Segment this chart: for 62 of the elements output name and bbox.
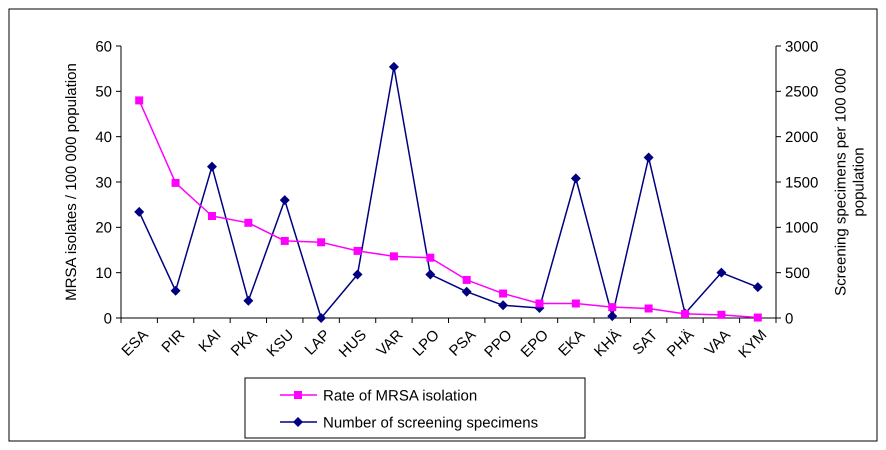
point	[752, 282, 763, 292]
y-tick-label: 60	[95, 38, 112, 56]
point	[425, 269, 436, 280]
point	[499, 290, 508, 298]
point	[644, 304, 653, 312]
point	[206, 162, 217, 172]
x-tick-label: SAT	[629, 326, 662, 358]
x-tick-label: VAA	[701, 326, 734, 359]
point	[570, 173, 581, 184]
y-tick-label: 40	[95, 128, 112, 146]
point	[498, 300, 508, 310]
point	[170, 286, 181, 296]
x-tick-label: PIR	[158, 326, 188, 356]
point	[354, 246, 362, 255]
point	[172, 178, 180, 187]
point	[426, 254, 434, 262]
y2-tick-label: 500	[785, 264, 810, 282]
y2-axis-title: Screening specimens per 100 000 population	[832, 68, 868, 296]
x-tick-label: KAI	[195, 326, 225, 356]
y-tick-label: 10	[95, 264, 112, 282]
y-tick-label: 20	[95, 220, 112, 237]
point	[280, 236, 289, 245]
y-tick-label: 50	[95, 84, 112, 101]
point	[280, 195, 290, 206]
y2-tick-label: 0	[785, 310, 794, 328]
point	[352, 269, 363, 280]
point	[135, 96, 144, 104]
point	[462, 286, 472, 297]
point	[388, 62, 399, 72]
point	[244, 218, 252, 227]
y2-tick-label: 1500	[785, 174, 818, 192]
legend-label: Number of screening specimens	[323, 414, 538, 432]
x-tick-label: EKA	[555, 326, 588, 360]
point	[390, 252, 398, 260]
point	[134, 206, 144, 217]
point	[462, 276, 471, 284]
point	[717, 310, 726, 319]
point	[316, 313, 326, 323]
legend-label: Rate of MRSA isolation	[323, 387, 478, 404]
point	[608, 303, 616, 312]
point	[644, 152, 654, 163]
y2-tick-label: 1000	[785, 220, 818, 237]
y-axis-title: MRSA isolates / 100 000 population	[63, 63, 80, 301]
y2-tick-label: 2500	[785, 84, 818, 101]
y2-tick-label: 2000	[785, 128, 818, 146]
x-tick-label: LAP	[302, 326, 334, 359]
point	[716, 268, 726, 278]
y-tick-label: 30	[95, 174, 112, 192]
point	[607, 311, 618, 322]
y2-tick-label: 3000	[785, 38, 818, 56]
y-tick-label: 0	[104, 310, 112, 328]
point	[754, 314, 762, 322]
point	[572, 299, 580, 308]
x-tick-label: ESA	[118, 326, 152, 360]
x-tick-label: VAR	[373, 326, 407, 360]
point	[243, 296, 254, 306]
point	[208, 212, 216, 220]
point	[535, 299, 544, 308]
x-tick-label: PSA	[446, 326, 480, 360]
x-tick-label: PKA	[228, 326, 261, 360]
point	[317, 238, 326, 246]
x-tick-label: LPO	[410, 326, 443, 360]
